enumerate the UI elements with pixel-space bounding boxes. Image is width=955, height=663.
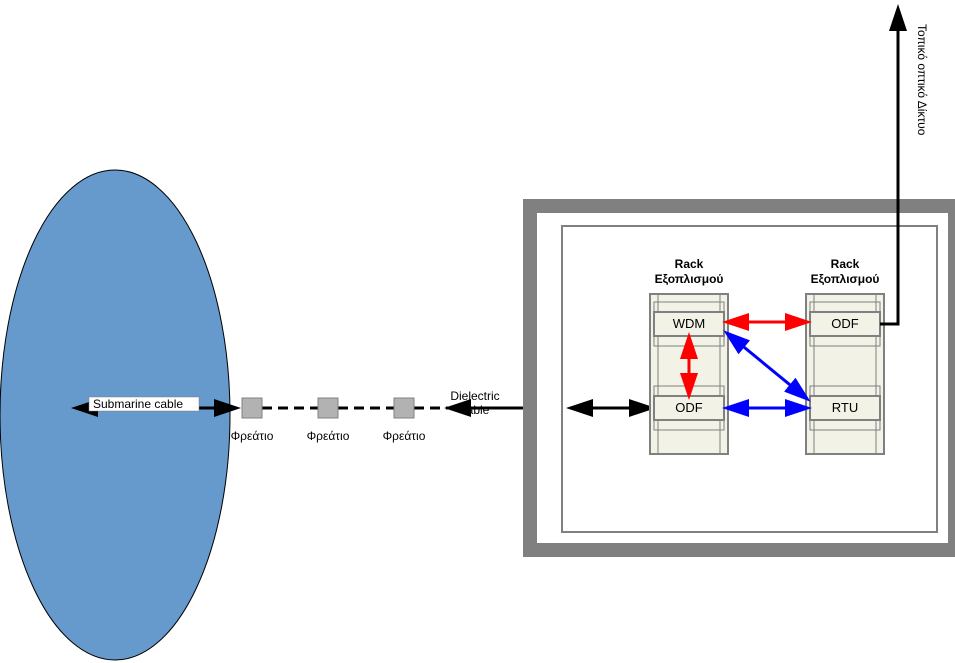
manhole-box-2: [394, 398, 414, 418]
rack1-title-2: Εξοπλισμού: [655, 272, 724, 286]
manhole-box-1: [318, 398, 338, 418]
rack2-module-1-label: RTU: [832, 400, 858, 415]
dielectric-label-2: cable: [461, 403, 490, 417]
rack2-title-1: Rack: [831, 257, 860, 271]
rack1-module-0-label: WDM: [673, 316, 706, 331]
rack2-title-2: Εξοπλισμού: [811, 272, 880, 286]
manhole-label-1: Φρεάτιο: [307, 429, 350, 443]
dielectric-label-1: Dielectric: [450, 389, 499, 403]
rack2-module-0-label: ODF: [831, 316, 859, 331]
manhole-label-2: Φρεάτιο: [383, 429, 426, 443]
manhole-label-0: Φρεάτιο: [231, 429, 274, 443]
rack1-title-1: Rack: [675, 257, 704, 271]
manhole-box-0: [242, 398, 262, 418]
submarine-cable-label: Submarine cable: [93, 397, 183, 411]
local-network-label: Τοπικό οπτικό Δίκτυο: [915, 24, 929, 136]
sea-ellipse: [0, 170, 230, 660]
rack1-module-1-label: ODF: [675, 400, 703, 415]
